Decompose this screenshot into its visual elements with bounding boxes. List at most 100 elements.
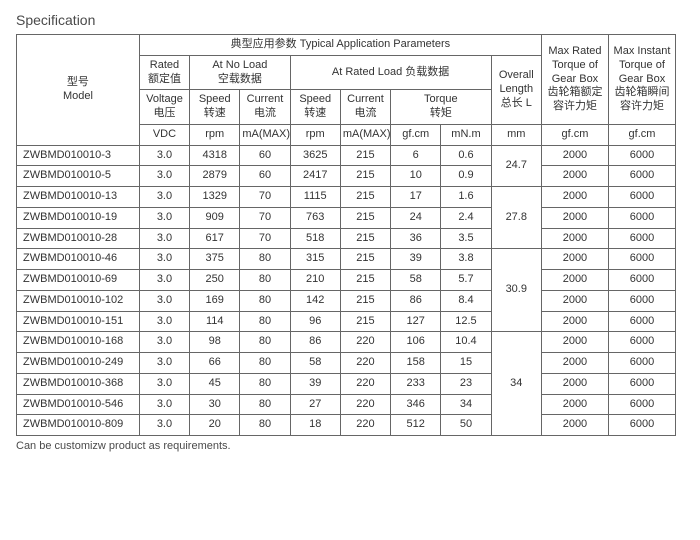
- table-row: ZWBMD010010-33.0431860362521560.624.7200…: [17, 145, 676, 166]
- cell-l-ma: 215: [340, 270, 390, 291]
- cell-nl-ma: 80: [240, 249, 290, 270]
- cell-l-rpm: 27: [290, 394, 340, 415]
- cell-l-ma: 215: [340, 145, 390, 166]
- cell-nl-rpm: 169: [190, 290, 240, 311]
- cell-l-rpm: 86: [290, 332, 340, 353]
- table-row: ZWBMD010010-53.02879602417215100.9200060…: [17, 166, 676, 187]
- cell-mi: 6000: [608, 332, 675, 353]
- cell-vdc: 3.0: [139, 249, 189, 270]
- unit-gfcm-mi: gf.cm: [608, 124, 675, 145]
- cell-mnm: 15: [441, 353, 491, 374]
- hdr-model: 型号Model: [17, 35, 140, 146]
- cell-l-rpm: 2417: [290, 166, 340, 187]
- cell-l-rpm: 763: [290, 207, 340, 228]
- cell-mi: 6000: [608, 249, 675, 270]
- hdr-typical: 典型应用参数 Typical Application Parameters: [139, 35, 541, 56]
- cell-model: ZWBMD010010-368: [17, 373, 140, 394]
- unit-rpm-l: rpm: [290, 124, 340, 145]
- cell-mr: 2000: [541, 415, 608, 436]
- cell-l-rpm: 142: [290, 290, 340, 311]
- cell-nl-ma: 60: [240, 145, 290, 166]
- hdr-atload: At Rated Load 负载数据: [290, 55, 491, 90]
- cell-mnm: 2.4: [441, 207, 491, 228]
- table-row: ZWBMD010010-283.061770518215363.52000600…: [17, 228, 676, 249]
- unit-ma-l: mA(MAX): [340, 124, 390, 145]
- table-row: ZWBMD010010-463.037580315215393.830.9200…: [17, 249, 676, 270]
- hdr-overall: OverallLength总长 L: [491, 55, 541, 124]
- cell-model: ZWBMD010010-102: [17, 290, 140, 311]
- cell-model: ZWBMD010010-19: [17, 207, 140, 228]
- cell-mr: 2000: [541, 249, 608, 270]
- cell-mr: 2000: [541, 311, 608, 332]
- cell-model: ZWBMD010010-249: [17, 353, 140, 374]
- table-header: 型号Model 典型应用参数 Typical Application Param…: [17, 35, 676, 146]
- cell-gfcm: 58: [391, 270, 441, 291]
- cell-model: ZWBMD010010-69: [17, 270, 140, 291]
- spec-table: 型号Model 典型应用参数 Typical Application Param…: [16, 34, 676, 436]
- cell-mnm: 8.4: [441, 290, 491, 311]
- cell-nl-rpm: 30: [190, 394, 240, 415]
- cell-model: ZWBMD010010-13: [17, 187, 140, 208]
- cell-nl-rpm: 1329: [190, 187, 240, 208]
- cell-l-ma: 220: [340, 373, 390, 394]
- cell-mi: 6000: [608, 145, 675, 166]
- cell-mnm: 5.7: [441, 270, 491, 291]
- cell-vdc: 3.0: [139, 332, 189, 353]
- cell-gfcm: 39: [391, 249, 441, 270]
- cell-nl-rpm: 4318: [190, 145, 240, 166]
- cell-l-ma: 215: [340, 207, 390, 228]
- cell-gfcm: 158: [391, 353, 441, 374]
- cell-length: 24.7: [491, 145, 541, 187]
- cell-mnm: 34: [441, 394, 491, 415]
- cell-nl-ma: 80: [240, 270, 290, 291]
- cell-nl-ma: 70: [240, 187, 290, 208]
- cell-l-ma: 215: [340, 249, 390, 270]
- cell-mr: 2000: [541, 373, 608, 394]
- cell-l-ma: 215: [340, 311, 390, 332]
- cell-gfcm: 24: [391, 207, 441, 228]
- unit-gfcm: gf.cm: [391, 124, 441, 145]
- cell-l-rpm: 96: [290, 311, 340, 332]
- cell-mr: 2000: [541, 394, 608, 415]
- cell-vdc: 3.0: [139, 166, 189, 187]
- hdr-voltage: Voltage电压: [139, 90, 189, 125]
- cell-nl-ma: 60: [240, 166, 290, 187]
- cell-mi: 6000: [608, 373, 675, 394]
- table-row: ZWBMD010010-3683.04580392202332320006000: [17, 373, 676, 394]
- cell-l-rpm: 315: [290, 249, 340, 270]
- cell-nl-rpm: 250: [190, 270, 240, 291]
- cell-length: 34: [491, 332, 541, 436]
- hdr-speed-l: Speed转速: [290, 90, 340, 125]
- cell-vdc: 3.0: [139, 290, 189, 311]
- cell-model: ZWBMD010010-809: [17, 415, 140, 436]
- cell-mnm: 0.6: [441, 145, 491, 166]
- cell-l-ma: 220: [340, 332, 390, 353]
- cell-nl-ma: 80: [240, 415, 290, 436]
- cell-nl-rpm: 114: [190, 311, 240, 332]
- cell-mr: 2000: [541, 166, 608, 187]
- hdr-speed-nl: Speed转速: [190, 90, 240, 125]
- cell-mnm: 1.6: [441, 187, 491, 208]
- cell-length: 30.9: [491, 249, 541, 332]
- hdr-rated: Rated额定值: [139, 55, 189, 90]
- cell-l-rpm: 58: [290, 353, 340, 374]
- cell-nl-rpm: 2879: [190, 166, 240, 187]
- cell-gfcm: 36: [391, 228, 441, 249]
- cell-mi: 6000: [608, 270, 675, 291]
- cell-l-ma: 215: [340, 228, 390, 249]
- cell-gfcm: 106: [391, 332, 441, 353]
- cell-mr: 2000: [541, 145, 608, 166]
- hdr-maxinstant: Max InstantTorque ofGear Box齿轮箱瞬间容许力矩: [608, 35, 675, 125]
- hdr-maxrated: Max RatedTorque ofGear Box齿轮箱额定容许力矩: [541, 35, 608, 125]
- page-title: Specification: [16, 12, 684, 28]
- cell-mnm: 10.4: [441, 332, 491, 353]
- table-row: ZWBMD010010-5463.03080272203463420006000: [17, 394, 676, 415]
- cell-model: ZWBMD010010-151: [17, 311, 140, 332]
- cell-mi: 6000: [608, 187, 675, 208]
- cell-nl-ma: 80: [240, 373, 290, 394]
- cell-length: 27.8: [491, 187, 541, 249]
- cell-gfcm: 10: [391, 166, 441, 187]
- cell-mr: 2000: [541, 270, 608, 291]
- footnote: Can be customizw product as requirements…: [16, 440, 684, 452]
- cell-nl-rpm: 375: [190, 249, 240, 270]
